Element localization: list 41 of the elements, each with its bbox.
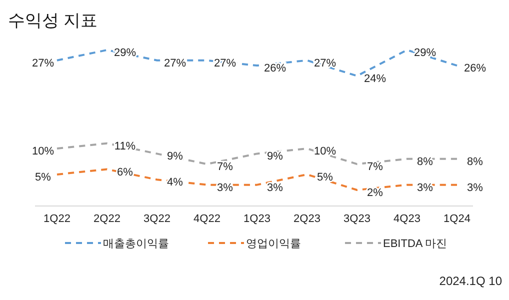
data-label: 3%: [217, 182, 233, 194]
x-tick: 3Q22: [144, 213, 170, 225]
x-tick: 4Q22: [194, 213, 220, 225]
data-label: 10%: [314, 146, 336, 158]
data-label: 29%: [414, 47, 436, 59]
data-label: 2%: [367, 187, 383, 199]
data-label: 9%: [267, 150, 283, 163]
legend-label: 매출총이익률: [103, 238, 169, 250]
data-label: 26%: [464, 62, 486, 75]
data-label: 5%: [317, 171, 333, 184]
annotation: 2024.1Q 10: [439, 274, 502, 288]
data-label: 11%: [114, 140, 136, 152]
data-label: 24%: [364, 72, 386, 85]
data-label: 8%: [417, 156, 433, 168]
data-label: 10%: [32, 146, 54, 158]
data-label: 6%: [117, 166, 133, 178]
legend-item: 매출총이익률: [65, 238, 169, 250]
title: 수익성 지표: [8, 11, 98, 30]
legend-item: 영업이익률: [208, 238, 301, 250]
x-tick: 4Q23: [394, 213, 420, 225]
legend-item: EBITDA 마진: [345, 238, 448, 250]
x-tick: 2Q23: [294, 213, 320, 225]
data-label: 3%: [467, 182, 483, 194]
x-tick: 2Q22: [94, 213, 120, 225]
data-label: 27%: [164, 57, 186, 70]
data-label: 7%: [367, 161, 383, 174]
data-label: 3%: [267, 182, 283, 194]
x-tick: 1Q23: [244, 213, 270, 225]
x-tick: 1Q24: [444, 213, 470, 225]
data-label: 27%: [214, 57, 236, 70]
legend-label: EBITDA 마진: [383, 238, 448, 250]
data-label: 5%: [35, 171, 51, 184]
data-label: 27%: [314, 57, 336, 70]
legend-label: 영업이익률: [246, 238, 301, 250]
data-label: 9%: [167, 150, 183, 163]
x-tick: 1Q22: [44, 213, 70, 225]
data-label: 7%: [217, 161, 233, 174]
data-label: 27%: [32, 57, 54, 70]
data-label: 8%: [467, 156, 483, 168]
data-label: 26%: [264, 62, 286, 75]
x-tick: 3Q23: [344, 213, 370, 225]
